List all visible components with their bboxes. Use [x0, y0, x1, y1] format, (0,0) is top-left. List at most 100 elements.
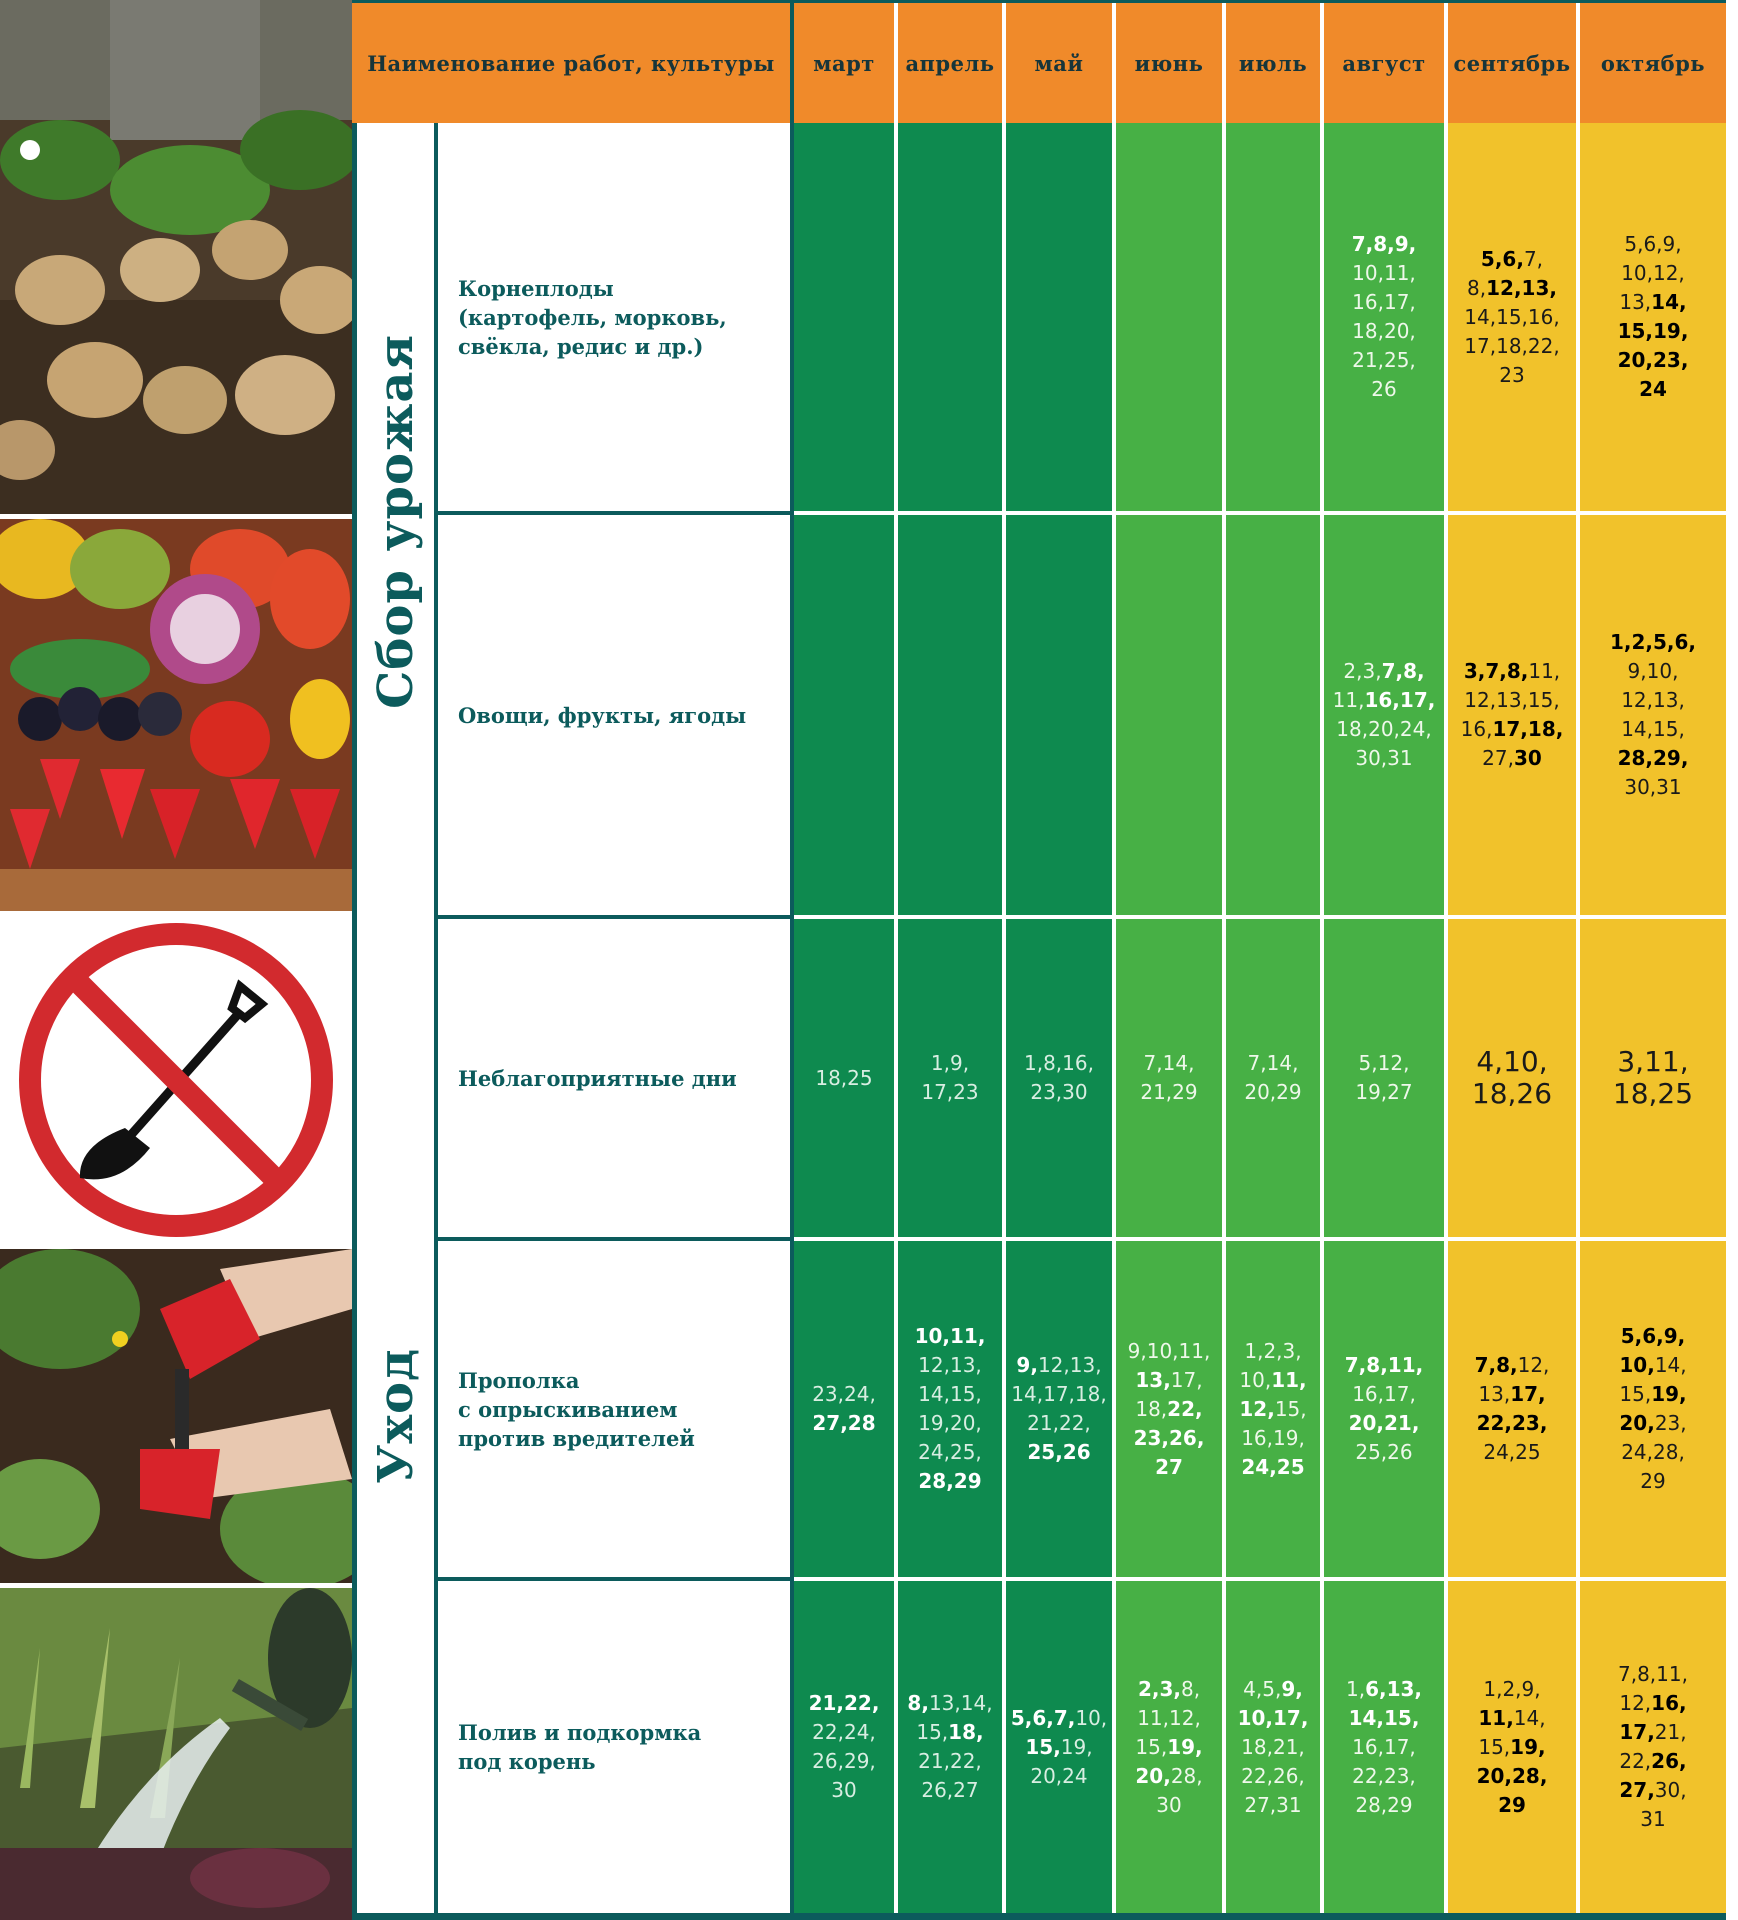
cell-row4-may: 9,12,13, 14,17,18, 21,22, 25,26 — [1002, 1241, 1112, 1581]
row-label-unfavorable-days: Неблагоприятные дни — [438, 919, 790, 1241]
cell-days-text: 18,25 — [815, 1065, 873, 1090]
cell-row2-july — [1222, 515, 1320, 919]
cell-row2-march — [794, 515, 894, 919]
cell-days-text: 10,11, 12,13, 14,15, 19,20, 24,25, 28,29 — [914, 1324, 986, 1493]
photo-column — [0, 0, 352, 1920]
cell-row3-may: 1,8,16, 23,30 — [1002, 919, 1112, 1241]
header-month-april: апрель — [894, 3, 1002, 123]
cell-row5-may: 5,6,7,10, 15,19, 20,24 — [1002, 1581, 1112, 1913]
header-month-june: июнь — [1112, 3, 1222, 123]
potatoes-photo — [0, 0, 352, 514]
header-month-march: март — [794, 3, 894, 123]
cell-row3-september: 4,10, 18,26 — [1444, 919, 1576, 1241]
row-label-text: Прополка с опрыскиванием против вредител… — [458, 1367, 695, 1451]
cell-row4-july: 1,2,3, 10,11, 12,15, 16,19, 24,25 — [1222, 1241, 1320, 1581]
cell-row4-august: 7,8,11, 16,17, 20,21, 25,26 — [1320, 1241, 1444, 1581]
section-harvest: Сбор урожая — [352, 123, 438, 919]
cell-row1-august: 7,8,9, 10,11, 16,17, 18,20, 21,25, 26 — [1320, 123, 1444, 515]
cell-days-text: 5,6,7, 8,12,13, 14,15,16, 17,18,22, 23 — [1464, 246, 1560, 387]
cell-days-text: 1,8,16, 23,30 — [1024, 1051, 1094, 1104]
header-month-september: сентябрь — [1444, 3, 1576, 123]
column-divider — [790, 3, 794, 1913]
row-label-text: Полив и подкормка под корень — [458, 1720, 702, 1774]
cell-days-text: 1,2,3, 10,11, 12,15, 16,19, 24,25 — [1239, 1338, 1307, 1479]
bottom-border — [352, 1913, 1726, 1920]
cell-days-text: 8,13,14, 15,18, 21,22, 26,27 — [907, 1691, 993, 1802]
cell-days-text: 4,5,9, 10,17, 18,21, 22,26, 27,31 — [1237, 1676, 1309, 1817]
cell-row3-july: 7,14, 20,29 — [1222, 919, 1320, 1241]
section-care: Уход — [352, 919, 438, 1913]
cell-row1-april — [894, 123, 1002, 515]
cell-row4-april: 10,11, 12,13, 14,15, 19,20, 24,25, 28,29 — [894, 1241, 1002, 1581]
cell-days-text: 5,6,9, 10,14, 15,19, 20,23, 24,28, 29 — [1619, 1324, 1687, 1493]
cell-row5-september: 1,2,9, 11,14, 15,19, 20,28, 29 — [1444, 1581, 1576, 1913]
row-label-text: Неблагоприятные дни — [458, 1065, 737, 1091]
cell-row5-july: 4,5,9, 10,17, 18,21, 22,26, 27,31 — [1222, 1581, 1320, 1913]
weeding-photo — [0, 1249, 352, 1583]
cell-row5-april: 8,13,14, 15,18, 21,22, 26,27 — [894, 1581, 1002, 1913]
cell-row5-march: 21,22, 22,24, 26,29, 30 — [794, 1581, 894, 1913]
cell-days-text: 21,22, 22,24, 26,29, 30 — [808, 1691, 880, 1802]
cell-row5-june: 2,3,8, 11,12, 15,19, 20,28, 30 — [1112, 1581, 1222, 1913]
cell-days-text: 2,3,7,8, 11,16,17, 18,20,24, 30,31 — [1332, 659, 1436, 770]
cell-row3-august: 5,12, 19,27 — [1320, 919, 1444, 1241]
cell-row4-june: 9,10,11, 13,17, 18,22, 23,26, 27 — [1112, 1241, 1222, 1581]
cell-row2-april — [894, 515, 1002, 919]
row-label-watering: Полив и подкормка под корень — [438, 1581, 790, 1913]
top-border — [352, 0, 1726, 3]
cell-days-text: 7,8,11, 16,17, 20,21, 25,26 — [1344, 1353, 1424, 1464]
cell-days-text: 7,8,12, 13,17, 22,23, 24,25 — [1474, 1353, 1550, 1464]
cell-row3-june: 7,14, 21,29 — [1112, 919, 1222, 1241]
cell-days-text: 7,14, 20,29 — [1244, 1051, 1302, 1104]
cell-days-text: 7,8,11, 12,16, 17,21, 22,26, 27,30, 31 — [1618, 1662, 1688, 1831]
cell-days-text: 5,6,9, 10,12, 13,14, 15,19, 20,23, 24 — [1617, 232, 1689, 401]
cell-days-text: 4,10, 18,26 — [1471, 1045, 1553, 1110]
row-label-weeding: Прополка с опрыскиванием против вредител… — [438, 1241, 790, 1581]
cell-days-text: 3,11, 18,25 — [1612, 1045, 1694, 1110]
cell-days-text: 1,2,9, 11,14, 15,19, 20,28, 29 — [1476, 1676, 1548, 1817]
cell-row3-april: 1,9, 17,23 — [894, 919, 1002, 1241]
cell-days-text: 9,12,13, 14,17,18, 21,22, 25,26 — [1011, 1353, 1107, 1464]
header-works-crops: Наименование работ, культуры — [352, 3, 790, 123]
cell-days-text: 23,24, 27,28 — [812, 1382, 876, 1435]
cell-days-text: 1,9, 17,23 — [921, 1051, 979, 1104]
cell-days-text: 1,2,5,6, 9,10, 12,13, 14,15, 28,29, 30,3… — [1609, 630, 1697, 799]
section-harvest-label: Сбор урожая — [367, 333, 424, 709]
row-label-text: Овощи, фрукты, ягоды — [458, 702, 747, 728]
cell-days-text: 7,14, 21,29 — [1140, 1051, 1198, 1104]
cell-row1-may — [1002, 123, 1112, 515]
cell-days-text: 9,10,11, 13,17, 18,22, 23,26, 27 — [1127, 1338, 1211, 1479]
cell-row1-july — [1222, 123, 1320, 515]
cell-row2-august: 2,3,7,8, 11,16,17, 18,20,24, 30,31 — [1320, 515, 1444, 919]
cell-row4-september: 7,8,12, 13,17, 22,23, 24,25 — [1444, 1241, 1576, 1581]
cell-days-text: 1,6,13, 14,15, 16,17, 22,23, 28,29 — [1345, 1676, 1423, 1817]
cell-row3-october: 3,11, 18,25 — [1576, 919, 1726, 1241]
cell-row5-october: 7,8,11, 12,16, 17,21, 22,26, 27,30, 31 — [1576, 1581, 1726, 1913]
header-month-july: июль — [1222, 3, 1320, 123]
cell-days-text: 5,6,7,10, 15,19, 20,24 — [1010, 1705, 1108, 1788]
planting-calendar-table: Наименование работ, культуры март апрель… — [352, 0, 1738, 1920]
cell-row2-september: 3,7,8,11, 12,13,15, 16,17,18, 27,30 — [1444, 515, 1576, 919]
cell-days-text: 2,3,8, 11,12, 15,19, 20,28, 30 — [1135, 1676, 1203, 1817]
cell-row1-march — [794, 123, 894, 515]
cell-row1-june — [1112, 123, 1222, 515]
row-label-root-crops: Корнеплоды (картофель, морковь, свёкла, … — [438, 123, 790, 515]
cell-days-text: 7,8,9, 10,11, 16,17, 18,20, 21,25, 26 — [1351, 232, 1417, 401]
cell-row5-august: 1,6,13, 14,15, 16,17, 22,23, 28,29 — [1320, 1581, 1444, 1913]
cell-row4-october: 5,6,9, 10,14, 15,19, 20,23, 24,28, 29 — [1576, 1241, 1726, 1581]
cell-row2-june — [1112, 515, 1222, 919]
header-month-october: октябрь — [1576, 3, 1726, 123]
cell-row1-september: 5,6,7, 8,12,13, 14,15,16, 17,18,22, 23 — [1444, 123, 1576, 515]
watering-photo — [0, 1588, 352, 1920]
cell-row3-march: 18,25 — [794, 919, 894, 1241]
cell-row2-october: 1,2,5,6, 9,10, 12,13, 14,15, 28,29, 30,3… — [1576, 515, 1726, 919]
header-month-august: август — [1320, 3, 1444, 123]
cell-days-text: 3,7,8,11, 12,13,15, 16,17,18, 27,30 — [1460, 659, 1564, 770]
cell-row1-october: 5,6,9, 10,12, 13,14, 15,19, 20,23, 24 — [1576, 123, 1726, 515]
vegetables-fruits-photo — [0, 519, 352, 911]
cell-days-text: 5,12, 19,27 — [1355, 1051, 1413, 1104]
row-label-vegetables: Овощи, фрукты, ягоды — [438, 515, 790, 919]
cell-row4-march: 23,24, 27,28 — [794, 1241, 894, 1581]
section-care-label: Уход — [367, 1348, 424, 1484]
row-label-text: Корнеплоды (картофель, морковь, свёкла, … — [458, 275, 727, 359]
